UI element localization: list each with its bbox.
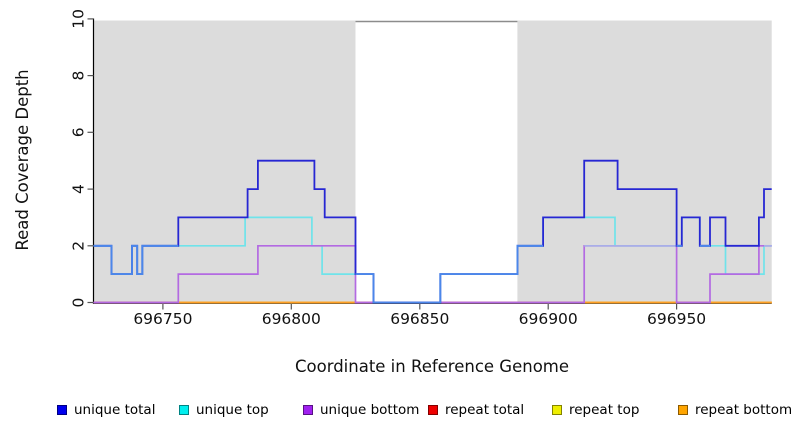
legend-swatch xyxy=(678,405,688,415)
y-tick-label: 6 xyxy=(70,127,88,137)
legend-label: unique bottom xyxy=(320,402,420,418)
legend-label: repeat total xyxy=(445,402,525,418)
legend-swatch xyxy=(428,405,438,415)
legend-label: repeat bottom xyxy=(695,402,792,418)
y-tick-label: 0 xyxy=(70,298,88,308)
x-tick-label: 696800 xyxy=(262,310,321,328)
legend-item-unique-top: unique top xyxy=(179,399,269,421)
legend-item-repeat-top: repeat top xyxy=(552,399,639,421)
y-tick-label: 8 xyxy=(70,71,88,81)
legend-item-repeat-total: repeat total xyxy=(428,399,524,421)
legend-swatch xyxy=(57,405,67,415)
x-axis-title: Coordinate in Reference Genome xyxy=(295,357,569,376)
legend-label: repeat top xyxy=(569,402,640,418)
legend-label: unique total xyxy=(74,402,156,418)
series-unique-bottom xyxy=(93,244,772,304)
series-unique-total-light xyxy=(355,244,544,304)
legend-swatch xyxy=(179,405,189,415)
x-tick-label: 696900 xyxy=(519,310,578,328)
x-tick-label: 696850 xyxy=(390,310,449,328)
legend-item-unique-bottom: unique bottom xyxy=(303,399,419,421)
legend-label: unique top xyxy=(196,402,269,418)
series-unique-total-light xyxy=(93,244,179,276)
x-tick-label: 696950 xyxy=(647,310,706,328)
y-tick-label: 10 xyxy=(70,9,88,29)
shaded-band-1 xyxy=(517,20,772,303)
y-tick-label: 2 xyxy=(70,241,88,251)
plot-layers: 696750 696800 696850 696900 696950 0 2 4 6 8 10 xyxy=(70,9,772,328)
legend-swatch xyxy=(303,405,313,415)
legend-swatch xyxy=(552,405,562,415)
legend-item-unique-total: unique total xyxy=(57,399,155,421)
legend: unique total unique top unique bottom repea… xyxy=(0,399,792,423)
y-tick-label: 4 xyxy=(70,184,88,194)
y-axis-title: Read Coverage Depth xyxy=(13,69,32,250)
x-tick-label: 696750 xyxy=(133,310,192,328)
legend-item-repeat-bottom: repeat bottom xyxy=(678,399,792,421)
